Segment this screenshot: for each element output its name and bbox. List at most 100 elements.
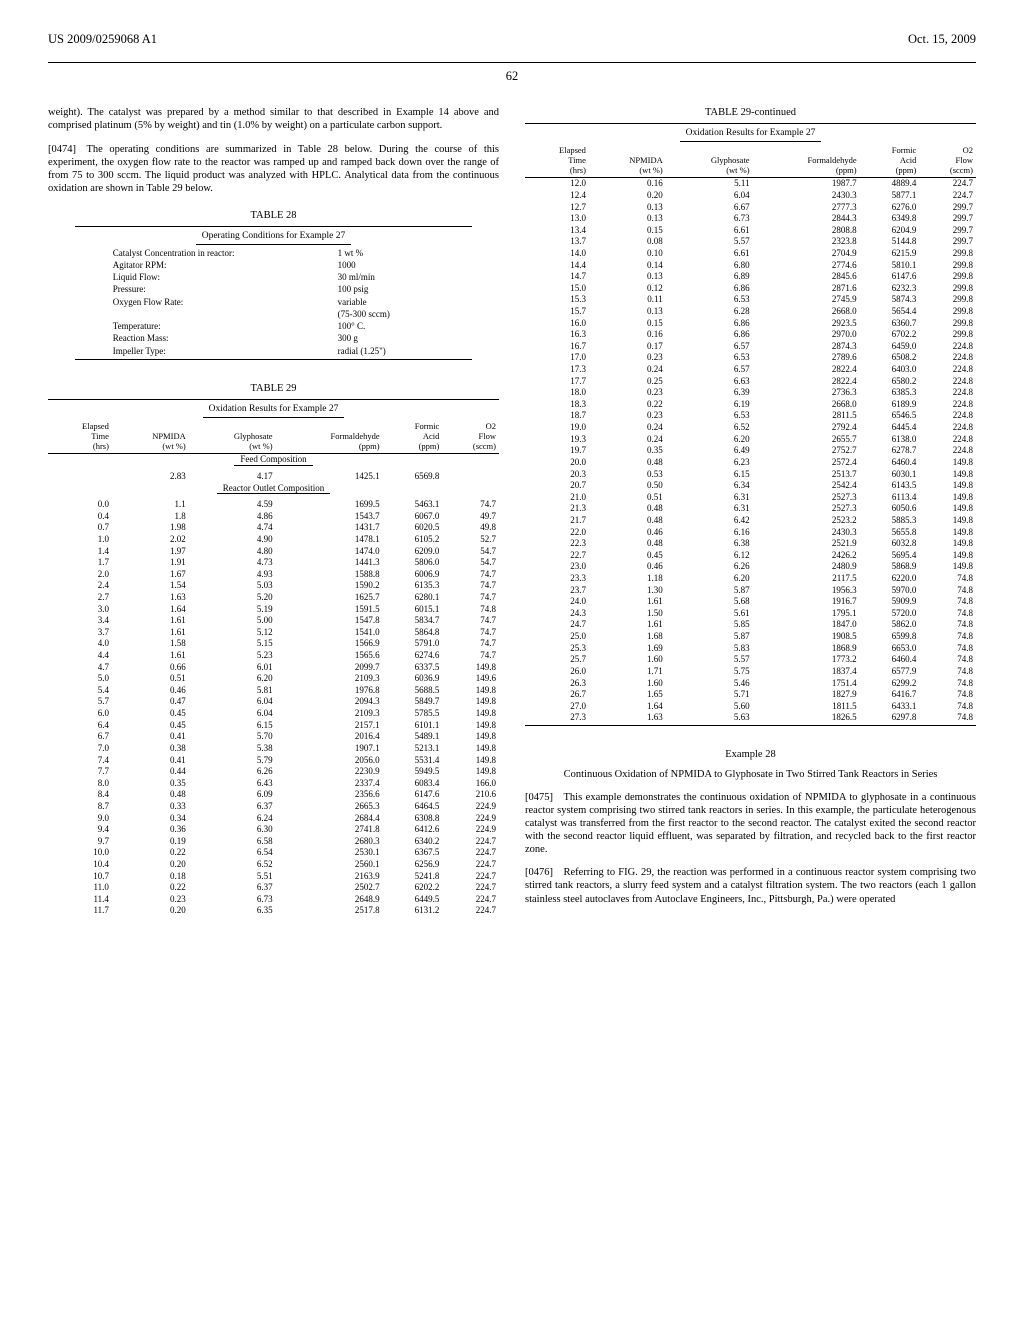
table-29-row: 16.70.176.572874.36459.0224.8 (525, 340, 976, 352)
table-29-row: 4.70.666.012099.76337.5149.8 (48, 661, 499, 673)
header-rule (48, 62, 976, 63)
table-29-row: 27.01.645.601811.56433.174.8 (525, 700, 976, 712)
table-29-row: 19.70.356.492752.76278.7224.8 (525, 445, 976, 457)
paragraph-0474: [0474] The operating conditions are summ… (48, 143, 499, 196)
table-29-header-cell: Glyphosate(wt %) (666, 144, 753, 177)
table-29-row: 20.30.536.152513.76030.1149.8 (525, 468, 976, 480)
table-29-row: 11.00.226.372502.76202.2224.7 (48, 882, 499, 894)
table-29-row: 4.41.615.231565.66274.674.7 (48, 650, 499, 662)
table-29-header-cell: NPMIDA(wt %) (589, 144, 666, 177)
table-29-row: 8.40.486.092356.66147.6210.6 (48, 789, 499, 801)
table-28-subtitle: Operating Conditions for Example 27 (196, 231, 352, 245)
table-28-row: Reaction Mass:300 g (111, 333, 436, 345)
table-29-row: 10.00.226.542530.16367.5224.7 (48, 847, 499, 859)
table-29-row: 25.71.605.571773.26460.474.8 (525, 654, 976, 666)
table-29-header-cell: FormicAcid(ppm) (860, 144, 920, 177)
left-column: weight). The catalyst was prepared by a … (48, 106, 499, 916)
table-29-header-cell: Glyphosate(wt %) (189, 420, 276, 453)
table-29-row: 22.70.456.122426.25695.4149.8 (525, 549, 976, 561)
table-29-row: 18.70.236.532811.56546.5224.8 (525, 410, 976, 422)
table-28-outer: Operating Conditions for Example 27 Cata… (75, 226, 472, 360)
page-header: US 2009/0259068 A1 Oct. 15, 2009 (48, 32, 976, 48)
table-29-row: 3.41.615.001547.85834.774.7 (48, 615, 499, 627)
table-29-cont-subtitle: Oxidation Results for Example 27 (680, 128, 822, 142)
paragraph-0475: [0475] This example demonstrates the con… (525, 791, 976, 857)
table-29-continued: ElapsedTime(hrs)NPMIDA(wt %)Glyphosate(w… (525, 144, 976, 723)
intro-paragraph: weight). The catalyst was prepared by a … (48, 106, 499, 132)
table-29-row: 9.70.196.582680.36340.2224.7 (48, 835, 499, 847)
table-29-row: 24.31.505.611795.15720.074.8 (525, 607, 976, 619)
table-29-row: 12.00.165.111987.74889.4224.7 (525, 177, 976, 189)
table-29-row: 20.70.506.342542.46143.5149.8 (525, 480, 976, 492)
table-29-row: 10.70.185.512163.95241.8224.7 (48, 870, 499, 882)
table-29-header-cell: Formaldehyde(ppm) (753, 144, 860, 177)
table-29-row: 23.00.466.262480.95868.9149.8 (525, 561, 976, 573)
example-28-title: Example 28 (525, 748, 976, 761)
table-29-row: 6.40.456.152157.16101.1149.8 (48, 719, 499, 731)
table-29-row: 3.01.645.191591.56015.174.8 (48, 603, 499, 615)
table-29-row: 0.01.14.591699.55463.174.7 (48, 499, 499, 511)
table-29-row: 10.40.206.522560.16256.9224.7 (48, 859, 499, 871)
table-28-row: Oxygen Flow Rate:variable (111, 296, 436, 308)
table-28: Catalyst Concentration in reactor:1 wt %… (111, 247, 436, 357)
table-29-row: 1.41.974.801474.06209.054.7 (48, 545, 499, 557)
table-29-row: 5.00.516.202109.36036.9149.6 (48, 673, 499, 685)
table-29-row: 3.71.615.121541.05864.874.7 (48, 626, 499, 638)
paragraph-0476: [0476] Referring to FIG. 29, the reactio… (525, 866, 976, 905)
table-29-cont-wrap: Oxidation Results for Example 27 Elapsed… (525, 123, 976, 726)
table-29-title: TABLE 29 (48, 382, 499, 395)
table-29-row: 24.01.615.681916.75909.974.8 (525, 596, 976, 608)
right-column: TABLE 29-continued Oxidation Results for… (525, 106, 976, 916)
table-29-row: 26.01.715.751837.46577.974.8 (525, 665, 976, 677)
example-28-subtitle: Continuous Oxidation of NPMIDA to Glypho… (525, 768, 976, 781)
table-29-row: 26.31.605.461751.46299.274.8 (525, 677, 976, 689)
table-28-row: Pressure:100 psig (111, 284, 436, 296)
table-29-row: 16.30.166.862970.06702.2299.8 (525, 329, 976, 341)
table-29-header-cell: NPMIDA(wt %) (112, 420, 189, 453)
page-number: 62 (48, 69, 976, 85)
table-29-row: 11.40.236.732648.96449.5224.7 (48, 893, 499, 905)
table-29-row: 17.00.236.532789.66508.2224.8 (525, 352, 976, 364)
table-29-row: 18.00.236.392736.36385.3224.8 (525, 387, 976, 399)
table-29-row: 0.41.84.861543.76067.049.7 (48, 510, 499, 522)
table-29-row: 20.00.486.232572.46460.4149.8 (525, 456, 976, 468)
doc-number: US 2009/0259068 A1 (48, 32, 157, 48)
table-29-row: 1.71.914.731441.35806.054.7 (48, 557, 499, 569)
table-29-row: 12.40.206.042430.35877.1224.7 (525, 189, 976, 201)
table-29-header-cell: O2Flow(sccm) (442, 420, 499, 453)
table-28-row: Catalyst Concentration in reactor:1 wt % (111, 247, 436, 259)
table-29-wrap: Oxidation Results for Example 27 Elapsed… (48, 399, 499, 916)
table-29-row: 11.70.206.352517.86131.2224.7 (48, 905, 499, 917)
table-28-row: Impeller Type:radial (1.25") (111, 345, 436, 357)
table-29-row: 25.01.685.871908.56599.874.8 (525, 631, 976, 643)
table-29-row: 19.30.246.202655.76138.0224.8 (525, 433, 976, 445)
table-29-row: 13.40.156.612808.86204.9299.7 (525, 224, 976, 236)
table-29-row: 7.70.446.262230.95949.5149.8 (48, 766, 499, 778)
table-29-row: 14.70.136.892845.66147.6299.8 (525, 271, 976, 283)
table-29-row: 19.00.246.522792.46445.4224.8 (525, 422, 976, 434)
table-29-row: 9.00.346.242684.46308.8224.9 (48, 812, 499, 824)
table-29-row: 8.00.356.432337.46083.4166.0 (48, 777, 499, 789)
feed-row: 2.834.171425.16569.8 (48, 470, 499, 482)
table-29: ElapsedTime(hrs)NPMIDA(wt %)Glyphosate(w… (48, 420, 499, 916)
table-29-header-cell: FormicAcid(ppm) (383, 420, 443, 453)
table-29-row: 17.70.256.632822.46580.2224.8 (525, 375, 976, 387)
table-29-row: 17.30.246.572822.46403.0224.8 (525, 364, 976, 376)
table-29-row: 2.01.674.931588.86006.974.7 (48, 568, 499, 580)
table-29-row: 2.41.545.031590.26135.374.7 (48, 580, 499, 592)
table-29-cont-title: TABLE 29-continued (525, 106, 976, 119)
table-29-header-cell: Formaldehyde(ppm) (276, 420, 383, 453)
table-29-row: 15.00.126.862871.66232.3299.8 (525, 282, 976, 294)
table-28-row: Liquid Flow:30 ml/min (111, 272, 436, 284)
table-29-row: 7.40.415.792056.05531.4149.8 (48, 754, 499, 766)
table-29-row: 24.71.615.851847.05862.074.8 (525, 619, 976, 631)
table-29-row: 9.40.366.302741.86412.6224.9 (48, 824, 499, 836)
table-29-row: 22.00.466.162430.35655.8149.8 (525, 526, 976, 538)
feed-composition-label-row: Feed Composition (48, 453, 499, 466)
table-29-row: 12.70.136.672777.36276.0299.7 (525, 201, 976, 213)
table-29-row: 2.71.635.201625.76280.174.7 (48, 592, 499, 604)
table-28-row: (75-300 sccm) (111, 308, 436, 320)
reactor-outlet-label-row: Reactor Outlet Composition (48, 482, 499, 495)
table-29-cont-bottom-rule (525, 725, 976, 726)
table-29-row: 15.70.136.282668.05654.4299.8 (525, 306, 976, 318)
